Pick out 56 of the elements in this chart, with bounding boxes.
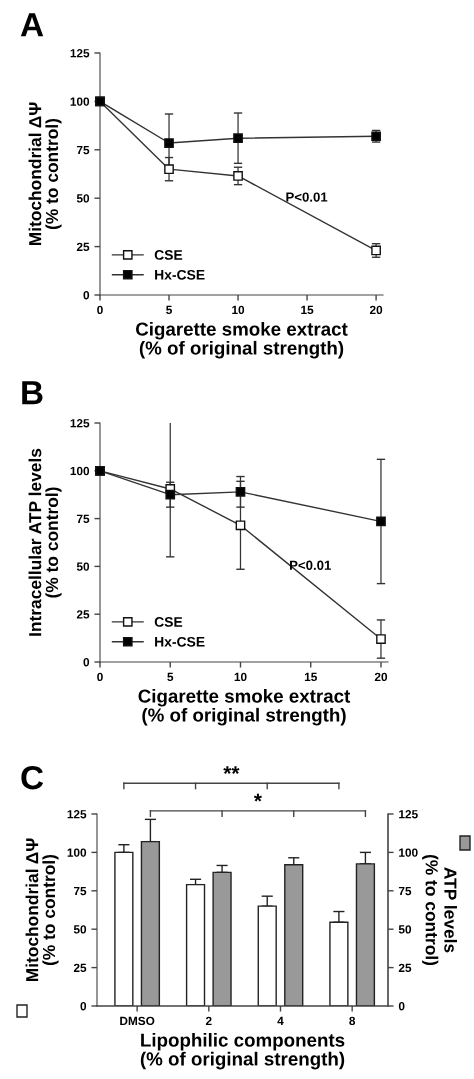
x-tick-label: 15 (301, 305, 314, 315)
legend-label: CSE (154, 617, 183, 627)
y-tick-label: 25 (76, 242, 90, 251)
y-tick-label: 0 (83, 658, 90, 667)
y2-tick-label: 0 (398, 1002, 405, 1011)
y2-axis-title: ATP levels (% to control) (422, 854, 457, 966)
y2-tick-label: 75 (398, 886, 412, 896)
y-axis-title: Intracellular ATP levels (% to control) (28, 448, 62, 636)
x-tick-label: 10 (232, 305, 245, 315)
x-tick-label: 20 (374, 672, 388, 682)
y-tick-label: 125 (70, 419, 90, 428)
legend-label: Hx-CSE (155, 636, 205, 647)
y-axis-title: Mitochondrial ΔΨ (% to control) (25, 838, 59, 982)
x-tick-label: 15 (304, 672, 317, 682)
y2-tick-label: 125 (399, 810, 418, 819)
chart-title: B (22, 381, 43, 405)
x-tick-label: 4 (277, 1016, 284, 1025)
x-axis-title: Cigarette smoke extract (% of original strength) (135, 321, 348, 359)
y-tick-label: 0 (80, 1002, 87, 1011)
annotation: P<0.01 (290, 560, 331, 570)
legend-label: Hx-CSE (155, 269, 205, 280)
x-axis-title: Lipophilic components (% of original strength) (140, 1032, 345, 1070)
y-axis-title: Mitochondrial ΔΨ (% to control) (28, 102, 62, 246)
y-tick-label: 50 (76, 194, 90, 203)
x-tick-label: 10 (234, 672, 247, 682)
x-tick-label: DMSO (120, 1016, 155, 1026)
chart-title: C (21, 765, 44, 790)
y-tick-label: 100 (67, 848, 87, 857)
x-tick-label: 5 (166, 305, 172, 315)
y-tick-label: 25 (73, 963, 87, 972)
annotation: P<0.01 (286, 192, 328, 202)
x-tick-label: 0 (97, 305, 103, 315)
x-tick-label: 8 (349, 1016, 356, 1026)
y-tick-label: 125 (67, 810, 87, 819)
text: * (253, 793, 262, 802)
y-tick-label: 50 (76, 562, 90, 571)
y-tick-label: 0 (83, 291, 90, 300)
y-tick-label: 75 (76, 514, 90, 523)
x-tick-label: 20 (369, 305, 383, 315)
y-tick-label: 75 (76, 145, 90, 155)
y2-tick-label: 25 (398, 963, 412, 972)
legend-label: CSE (154, 250, 183, 260)
x-tick-label: 2 (205, 1016, 212, 1025)
y-tick-label: 25 (76, 610, 90, 619)
y-tick-label: 100 (70, 466, 90, 476)
text: ** (223, 766, 240, 774)
x-tick-label: 5 (167, 672, 174, 682)
y2-tick-label: 50 (398, 925, 412, 934)
x-axis-title: Cigarette smoke extract (% of original strength) (138, 688, 351, 726)
y2-tick-label: 100 (399, 848, 418, 857)
y-tick-label: 125 (70, 49, 90, 58)
x-tick-label: 0 (97, 672, 103, 682)
y-tick-label: 100 (70, 97, 90, 106)
chart-title: A (20, 13, 44, 37)
y-tick-label: 50 (73, 925, 87, 934)
y-tick-label: 75 (73, 886, 87, 896)
